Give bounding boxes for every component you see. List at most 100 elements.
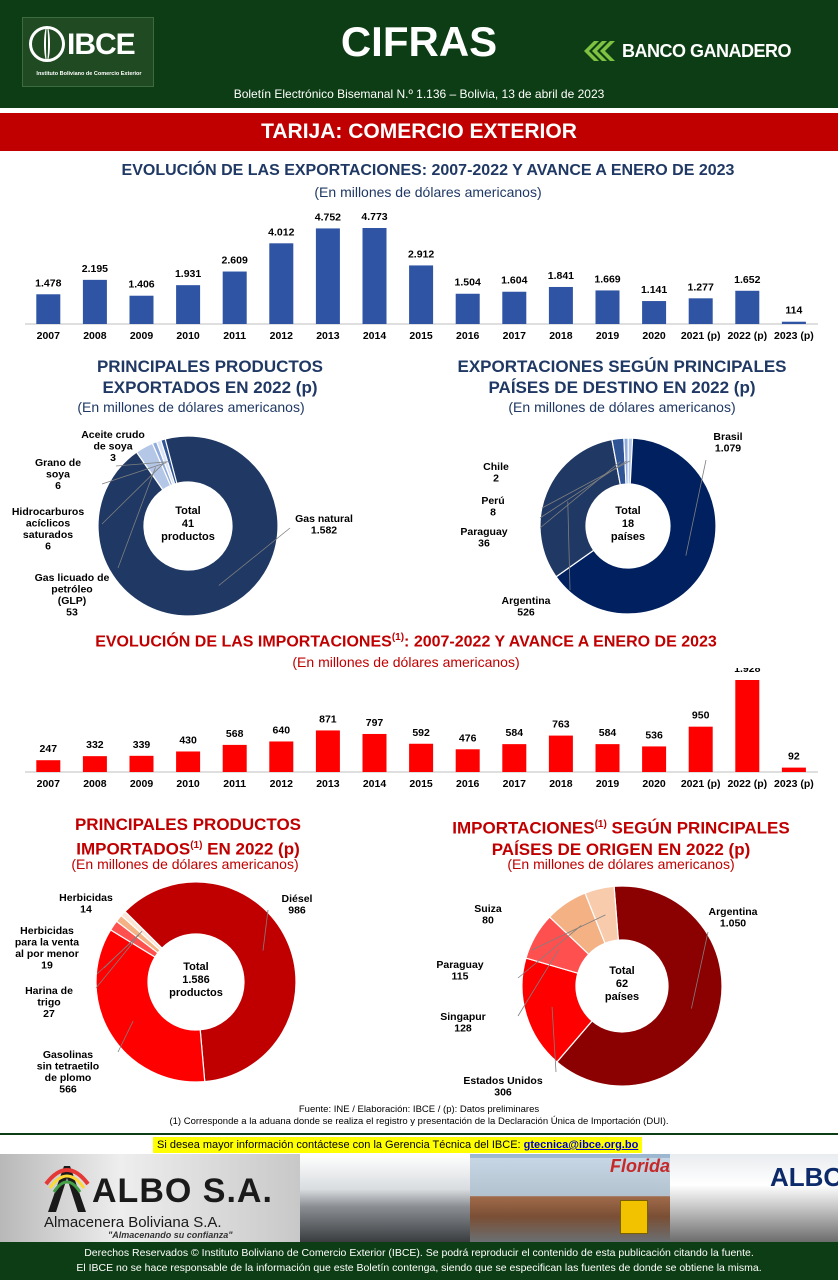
x-tick-label: 2020 xyxy=(642,330,666,342)
slice-name-label: Herbicidas xyxy=(59,892,113,904)
copyright-bar: Derechos Reservados © Instituto Bolivian… xyxy=(0,1242,838,1280)
building-photo xyxy=(670,1154,838,1242)
slice-name-label: Gas licuado de xyxy=(35,572,110,584)
bar-value-label: 2.912 xyxy=(408,248,434,260)
slice-value-label: 1.050 xyxy=(720,918,746,930)
bar-value-label: 1.478 xyxy=(35,277,61,289)
slice-value-label: 36 xyxy=(478,538,490,550)
center-label: países xyxy=(611,531,645,543)
bar-value-label: 1.652 xyxy=(734,274,760,286)
slice-value-label: 19 xyxy=(41,960,53,972)
import-origins-heading-line1b: SEGÚN PRINCIPALES xyxy=(606,818,790,838)
center-label: 62 xyxy=(616,978,628,990)
center-label: Total xyxy=(615,505,640,517)
bar xyxy=(222,744,247,772)
slice-name-label: soya xyxy=(46,469,70,481)
bar xyxy=(455,293,480,324)
slice-value-label: 128 xyxy=(454,1023,472,1035)
slice-name-label: Brasil xyxy=(713,431,742,443)
bar xyxy=(688,726,713,772)
bar xyxy=(548,286,573,324)
bank-name: BANCO GANADERO xyxy=(622,41,792,61)
bank-mark-icon xyxy=(584,41,615,61)
x-tick-label: 2014 xyxy=(363,330,387,342)
slice-name-label: Diésel xyxy=(282,893,313,905)
albo-tagline: Almacenera Boliviana S.A. xyxy=(44,1214,222,1231)
bar-value-label: 4.773 xyxy=(361,211,387,223)
donut-slice xyxy=(124,881,297,1083)
bar-value-label: 92 xyxy=(788,751,800,763)
slice-value-label: 1.079 xyxy=(715,443,741,455)
slice-value-label: 14 xyxy=(80,904,92,916)
x-tick-label: 2021 (p) xyxy=(681,778,721,790)
x-tick-label: 2013 xyxy=(316,778,340,790)
bar xyxy=(595,290,620,324)
donut-slice xyxy=(120,910,163,951)
bar xyxy=(315,730,340,772)
slice-name-label: Gasolinas xyxy=(43,1049,93,1061)
slice-name-label: saturados xyxy=(23,529,73,541)
bar xyxy=(269,243,294,324)
slice-value-label: 526 xyxy=(517,607,535,619)
bar-value-label: 1.277 xyxy=(688,281,714,293)
slice-name-label: trigo xyxy=(37,997,60,1009)
x-tick-label: 2011 xyxy=(223,778,246,790)
slice-value-label: 306 xyxy=(494,1087,512,1099)
x-tick-label: 2013 xyxy=(316,330,340,342)
donut-slice xyxy=(95,929,206,1083)
email-link[interactable]: gtecnica@ibce.org.bo xyxy=(523,1139,639,1151)
x-tick-label: 2011 xyxy=(223,330,246,342)
bar-value-label: 4.012 xyxy=(268,226,294,238)
center-label: Total xyxy=(609,965,634,977)
bar xyxy=(176,285,201,324)
albo-ad[interactable]: ALBO S.A. Almacenera Boliviana S.A. "Alm… xyxy=(0,1154,300,1242)
donut-slice xyxy=(584,885,620,945)
bar xyxy=(502,291,527,324)
bar xyxy=(82,279,107,324)
export-destinations-heading: EXPORTACIONES SEGÚN PRINCIPALES PAÍSES D… xyxy=(432,356,812,398)
bar-value-label: 247 xyxy=(40,743,58,755)
slice-name-label: petróleo xyxy=(51,584,92,596)
export-products-heading-line2: EXPORTADOS EN 2022 (p) xyxy=(102,378,318,397)
center-label: productos xyxy=(161,531,215,543)
copyright-line2: El IBCE no se hace responsable de la inf… xyxy=(76,1262,762,1274)
center-label: países xyxy=(605,991,639,1003)
globe-icon xyxy=(29,26,65,62)
slice-name-label: Estados Unidos xyxy=(463,1075,543,1087)
bar xyxy=(548,735,573,772)
slice-name-label: (GLP) xyxy=(58,595,87,607)
florida-sign: Florida xyxy=(610,1156,671,1176)
slice-value-label: 115 xyxy=(452,971,469,983)
bar xyxy=(455,749,480,772)
imports-chart: 247 2007 332 2008 339 2009 430 2010 568 2011 640 20… xyxy=(25,668,818,790)
slice-name-label: Hidrocarburos xyxy=(12,506,85,518)
bar-value-label: 476 xyxy=(459,732,477,744)
x-tick-label: 2023 (p) xyxy=(774,330,814,342)
x-tick-label: 2017 xyxy=(503,778,527,790)
slice-name-label: Argentina xyxy=(708,906,757,918)
bar-value-label: 2.609 xyxy=(222,255,248,267)
leader-line xyxy=(262,909,269,951)
slice-value-label: 2 xyxy=(493,473,499,485)
slice-name-label: Harina de xyxy=(25,985,73,997)
bulletin-line: Boletín Electrónico Bisemanal N.º 1.136 … xyxy=(233,87,605,101)
leader-line xyxy=(541,460,630,509)
page-title: CIFRAS xyxy=(340,18,498,65)
copyright-line1: Derechos Reservados © Instituto Bolivian… xyxy=(84,1247,754,1259)
import-products-heading-line2a: IMPORTADOS xyxy=(76,839,191,859)
x-tick-label: 2019 xyxy=(596,778,620,790)
leader-line xyxy=(517,925,582,979)
x-tick-label: 2022 (p) xyxy=(727,778,767,790)
slice-name-label: de soya xyxy=(93,441,132,453)
exports-subtitle: (En millones de dólares americanos) xyxy=(314,184,542,200)
bar xyxy=(735,290,760,324)
leader-line xyxy=(691,931,709,1009)
bar-value-label: 430 xyxy=(179,734,197,746)
slice-value-label: 986 xyxy=(288,905,306,917)
slice-name-label: Grano de xyxy=(35,457,81,469)
slice-name-label: Suiza xyxy=(474,903,502,915)
exports-chart: 1.478 2007 2.195 2008 1.406 2009 1.931 2010 2.60… xyxy=(25,211,818,342)
x-tick-label: 2007 xyxy=(37,778,61,790)
